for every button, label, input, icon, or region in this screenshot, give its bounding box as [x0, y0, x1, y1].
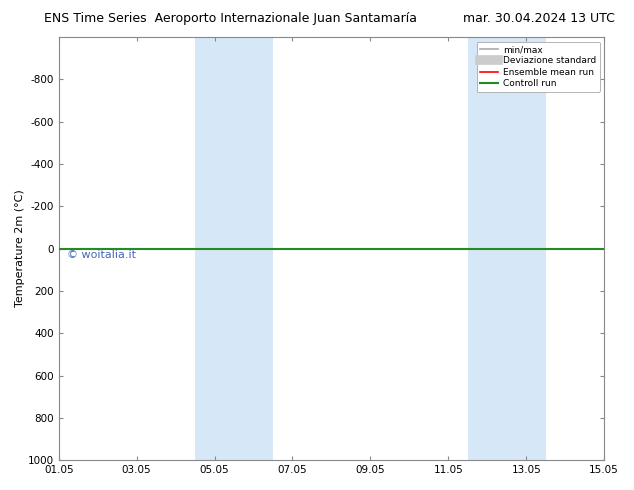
Bar — [468, 37, 546, 460]
Legend: min/max, Deviazione standard, Ensemble mean run, Controll run: min/max, Deviazione standard, Ensemble m… — [477, 42, 600, 92]
Y-axis label: Temperature 2m (°C): Temperature 2m (°C) — [15, 190, 25, 307]
Bar — [195, 37, 273, 460]
Text: ENS Time Series  Aeroporto Internazionale Juan Santamaría: ENS Time Series Aeroporto Internazionale… — [44, 12, 417, 25]
Text: mar. 30.04.2024 13 UTC: mar. 30.04.2024 13 UTC — [463, 12, 615, 25]
Text: © woitalia.it: © woitalia.it — [67, 250, 136, 260]
